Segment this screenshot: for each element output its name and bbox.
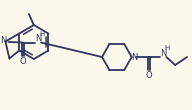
Text: N: N: [160, 49, 166, 58]
Text: O: O: [20, 57, 26, 65]
Text: N: N: [0, 36, 7, 45]
Text: O: O: [145, 71, 152, 80]
Text: N: N: [35, 34, 41, 43]
Text: N: N: [132, 52, 138, 61]
Text: H: H: [39, 30, 45, 37]
Text: H: H: [165, 45, 170, 51]
